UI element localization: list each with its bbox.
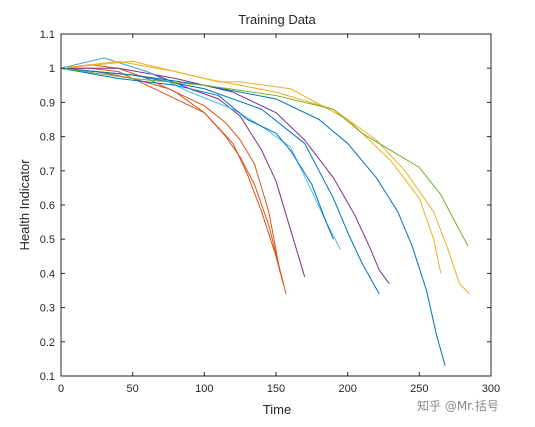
series-line-5 <box>61 67 390 284</box>
series-line-11 <box>60 60 470 295</box>
watermark-text: 知乎 @Mr.括号 <box>417 399 499 413</box>
y-tick-label: 0.9 <box>40 97 55 109</box>
series-line-8 <box>60 67 380 295</box>
y-tick-label: 0.3 <box>40 303 55 315</box>
plot-area <box>60 33 492 377</box>
series-line-7 <box>60 67 334 240</box>
y-tick-label: 0.8 <box>40 132 55 144</box>
x-tick-label: 100 <box>195 383 213 395</box>
series-line-6 <box>60 57 341 250</box>
series-line-9 <box>60 67 446 366</box>
series-line-10 <box>60 60 442 274</box>
y-tick-label: 0.4 <box>40 268 55 280</box>
x-tick-label: 50 <box>127 383 139 395</box>
x-tick-label: 250 <box>410 383 428 395</box>
plot-background <box>61 34 491 376</box>
series-line-12 <box>60 67 469 247</box>
y-tick-label: 0.7 <box>40 166 55 178</box>
y-axis: 0.1 0.2 0.3 0.4 0.5 0.6 0.7 0.8 0.9 1 1.1 <box>40 29 491 383</box>
y-tick-label: 0.2 <box>40 337 55 349</box>
x-tick-label: 200 <box>338 383 356 395</box>
x-axis: 0 50 100 150 200 250 300 <box>58 34 500 395</box>
x-axis-label: Time <box>263 402 291 417</box>
x-tick-label: 0 <box>58 383 64 395</box>
y-tick-label: 0.1 <box>40 371 55 383</box>
series-line-2 <box>60 64 287 295</box>
y-tick-label: 1.1 <box>40 29 55 41</box>
chart-title: Training Data <box>238 12 316 27</box>
y-tick-label: 1 <box>49 63 55 75</box>
y-axis-label: Health Indicator <box>17 159 32 251</box>
x-tick-label: 150 <box>267 383 285 395</box>
series-line-3 <box>60 67 281 274</box>
y-tick-label: 0.5 <box>40 234 55 246</box>
y-tick-label: 0.6 <box>40 200 55 212</box>
series-layer <box>60 57 470 366</box>
x-tick-label: 300 <box>482 383 500 395</box>
